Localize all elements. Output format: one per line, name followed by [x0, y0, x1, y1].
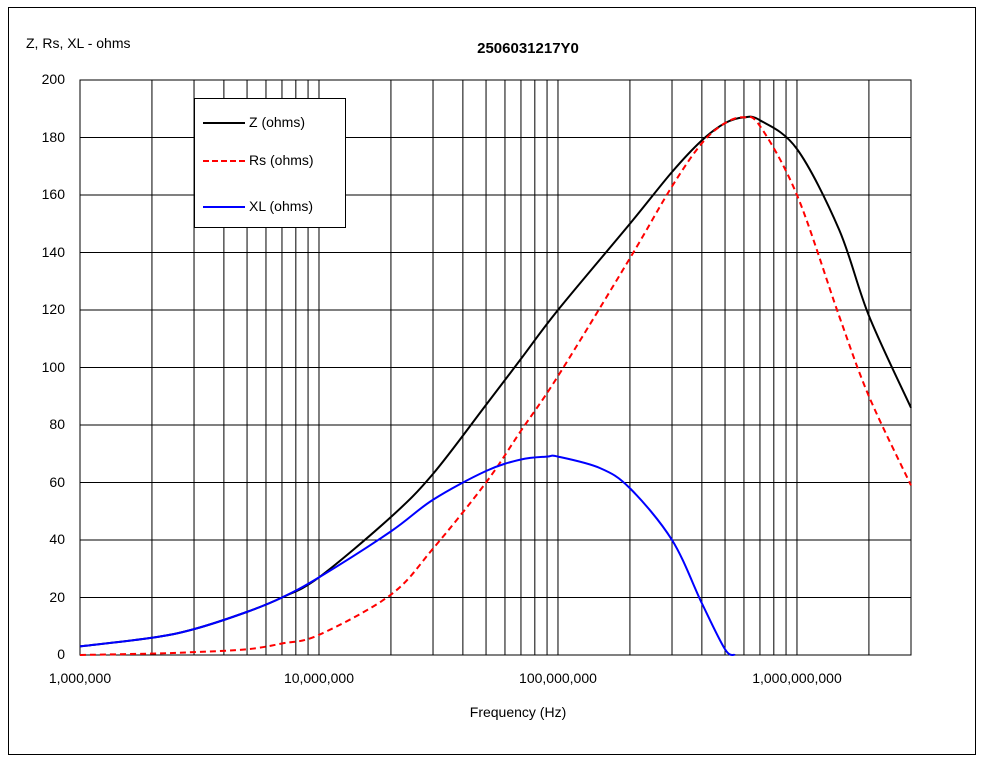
- x-axis-title: Frequency (Hz): [469, 704, 567, 720]
- y-tick-label: 80: [49, 416, 65, 432]
- series-line-xl: [79, 454, 736, 657]
- legend-swatch-z: [203, 122, 245, 124]
- legend-item-z: Z (ohms): [201, 113, 341, 133]
- x-tick-label: 1,000,000,000: [752, 670, 842, 686]
- legend-swatch-rs: [203, 160, 245, 162]
- legend-label-xl: XL (ohms): [249, 198, 314, 214]
- y-tick-label: 120: [41, 301, 65, 317]
- legend-item-xl: XL (ohms): [201, 197, 341, 217]
- legend-label-rs: Rs (ohms): [249, 152, 314, 168]
- y-tick-label: 160: [41, 186, 65, 202]
- legend-swatch-xl: [203, 206, 245, 208]
- legend-item-rs: Rs (ohms): [201, 151, 341, 171]
- x-tick-label: 100,000,000: [519, 670, 597, 686]
- y-axis-title: Z, Rs, XL - ohms: [26, 35, 131, 51]
- series-line-rs: [79, 115, 912, 656]
- y-tick-label: 60: [49, 473, 65, 490]
- y-tick-label: 0: [57, 646, 65, 662]
- chart-title: 2506031217Y0: [477, 40, 579, 57]
- legend: Z (ohms) Rs (ohms) XL (ohms): [194, 98, 346, 228]
- y-tick-label: 40: [49, 531, 65, 547]
- x-tick-label: 1,000,000: [48, 670, 112, 686]
- legend-label-z: Z (ohms): [249, 114, 305, 130]
- y-tick-label: 180: [41, 128, 65, 145]
- y-tick-label: 140: [41, 243, 65, 260]
- x-tick-label: 10,000,000: [283, 670, 355, 686]
- y-tick-label: 200: [41, 71, 65, 87]
- chart-frame: [8, 7, 976, 755]
- y-tick-label: 100: [41, 358, 65, 375]
- y-tick-label: 20: [49, 588, 65, 605]
